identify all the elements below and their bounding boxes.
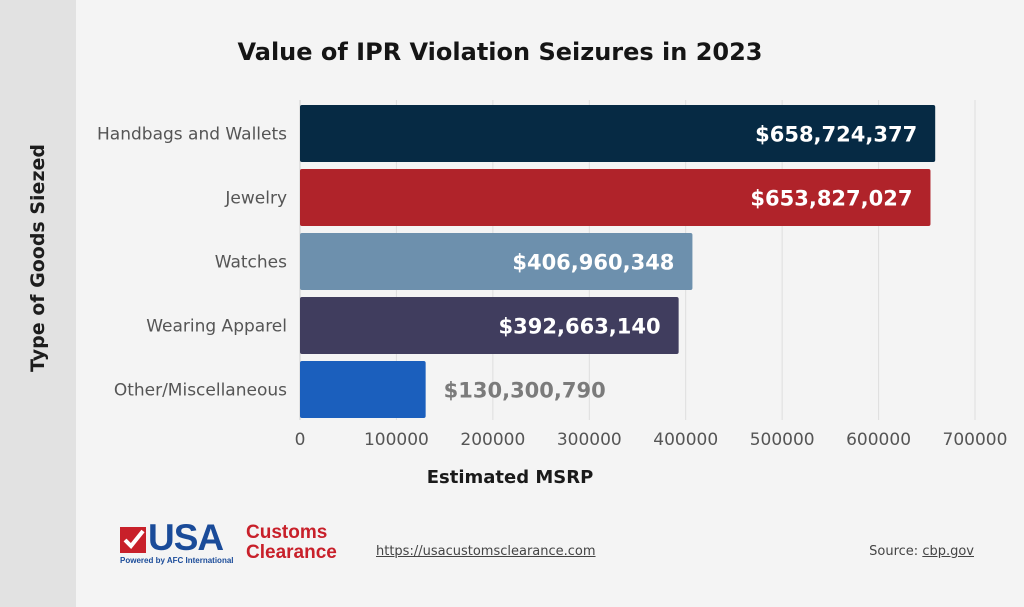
logo-powered-text: Powered by AFC International bbox=[120, 556, 234, 565]
category-label: Wearing Apparel bbox=[146, 317, 287, 337]
x-tick-label: 600000 bbox=[846, 430, 911, 450]
x-tick-label: 500000 bbox=[750, 430, 815, 450]
value-label: $658,724,377 bbox=[755, 123, 917, 147]
bar bbox=[300, 361, 426, 418]
left-sidebar bbox=[0, 0, 76, 607]
category-label: Jewelry bbox=[224, 189, 287, 209]
value-label: $130,300,790 bbox=[444, 379, 606, 403]
bar bbox=[300, 105, 936, 162]
logo-clearance-text: Clearance bbox=[246, 542, 337, 563]
checkmark-icon bbox=[120, 527, 146, 553]
x-tick-label: 300000 bbox=[557, 430, 622, 450]
chart-title: Value of IPR Violation Seizures in 2023 bbox=[237, 38, 763, 66]
bar bbox=[300, 169, 931, 226]
bar bbox=[300, 297, 679, 354]
usa-customs-clearance-logo: USA Customs Clearance Powered by AFC Int… bbox=[120, 517, 350, 569]
source-link[interactable]: cbp.gov bbox=[922, 544, 974, 559]
category-label: Handbags and Wallets bbox=[97, 125, 287, 145]
x-tick-label: 700000 bbox=[943, 430, 1008, 450]
bar bbox=[300, 233, 693, 290]
x-tick-label: 200000 bbox=[460, 430, 525, 450]
website-link[interactable]: https://usacustomsclearance.com bbox=[376, 544, 596, 559]
source-prefix: Source: bbox=[869, 544, 923, 559]
x-tick-label: 100000 bbox=[364, 430, 429, 450]
logo-usa-text: USA bbox=[148, 517, 224, 558]
category-label: Watches bbox=[215, 253, 287, 273]
x-axis-label: Estimated MSRP bbox=[426, 467, 594, 488]
source-credit: Source: cbp.gov bbox=[869, 544, 974, 559]
logo-customs-text: Customs bbox=[246, 522, 328, 543]
category-label: Other/Miscellaneous bbox=[114, 381, 287, 401]
x-tick-label: 0 bbox=[295, 430, 306, 450]
x-tick-label: 400000 bbox=[653, 430, 718, 450]
value-label: $392,663,140 bbox=[499, 315, 661, 339]
value-label: $406,960,348 bbox=[512, 251, 674, 275]
value-label: $653,827,027 bbox=[750, 187, 912, 211]
